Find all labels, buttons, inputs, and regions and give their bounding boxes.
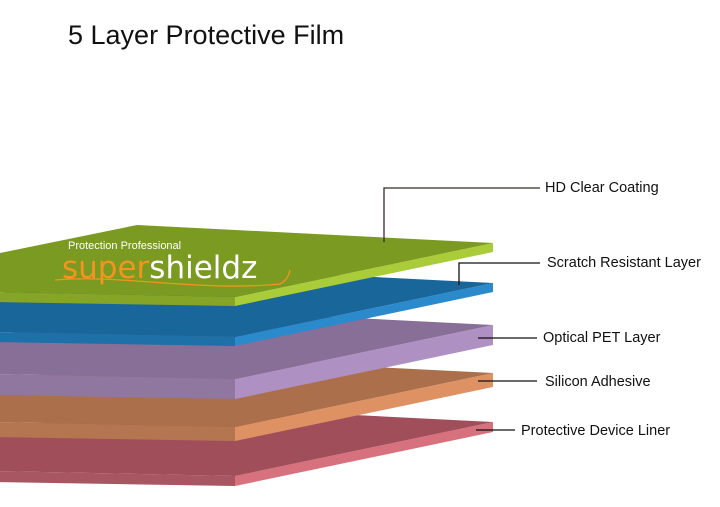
layer-side-edge [235, 243, 493, 306]
layer-front-edge [0, 332, 235, 346]
page-title: 5 Layer Protective Film [68, 20, 345, 50]
leader-line-hd-clear-coating [383, 187, 540, 242]
label-hd-clear-coating: HD Clear Coating [545, 180, 659, 196]
logo-brand: supershieldz [62, 250, 257, 286]
label-protective-device-liner: Protective Device Liner [521, 423, 671, 439]
layer-front-edge [0, 374, 235, 399]
layer-side-edge [235, 283, 493, 346]
leader-line-scratch-resistant [458, 262, 540, 285]
layer-front-edge [0, 471, 235, 486]
layer-front-edge [0, 292, 235, 306]
layer-side-edge [235, 422, 493, 486]
supershieldz-logo: Protection Professional supershieldz [54, 240, 291, 287]
label-optical-pet-layer: Optical PET Layer [543, 330, 661, 346]
layer-side-edge [235, 325, 493, 399]
layer-hd-clear-coating [0, 225, 493, 306]
layer-front-edge [0, 422, 235, 441]
label-scratch-resistant-layer: Scratch Resistant Layer [547, 255, 701, 271]
layer-side-edge [235, 373, 493, 441]
logo-tagline: Protection Professional [68, 240, 181, 252]
label-silicon-adhesive: Silicon Adhesive [545, 374, 651, 390]
logo-swoosh [54, 269, 291, 287]
layer-top-face [0, 225, 493, 297]
